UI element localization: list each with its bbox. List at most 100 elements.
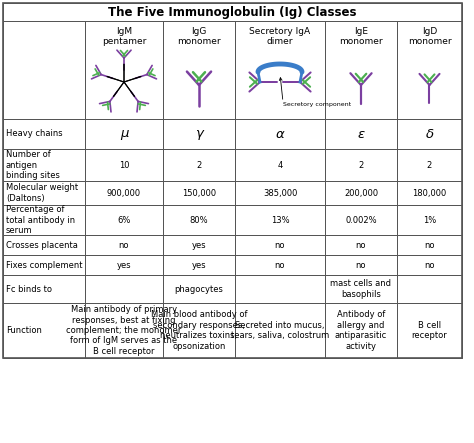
Bar <box>163 149 235 181</box>
Bar <box>85 119 163 149</box>
Text: Antibody of
allergy and
antiparasitic
activity: Antibody of allergy and antiparasitic ac… <box>335 311 387 350</box>
Bar <box>235 181 325 205</box>
Text: ε: ε <box>357 128 365 140</box>
Text: 385,000: 385,000 <box>263 189 297 198</box>
Bar <box>3 303 85 358</box>
Bar <box>235 205 325 235</box>
Text: IgE
monomer: IgE monomer <box>339 27 383 47</box>
Text: 150,000: 150,000 <box>182 189 216 198</box>
Text: B cell
receptor: B cell receptor <box>411 321 447 340</box>
Text: Number of
antigen
binding sites: Number of antigen binding sites <box>6 150 60 180</box>
Bar <box>397 205 462 235</box>
Bar <box>85 205 163 235</box>
Bar <box>3 235 85 255</box>
Text: no: no <box>275 241 285 249</box>
Bar <box>325 181 397 205</box>
Text: no: no <box>424 241 435 249</box>
Text: 10: 10 <box>119 160 129 170</box>
Bar <box>163 235 235 255</box>
Bar <box>235 275 325 303</box>
Bar <box>397 21 462 119</box>
Bar <box>3 255 85 275</box>
Text: 4: 4 <box>277 160 283 170</box>
Text: Main antibody of primary
responses, best at fixing
complement; the monomer
form : Main antibody of primary responses, best… <box>66 305 182 356</box>
Text: no: no <box>356 241 366 249</box>
Bar <box>3 3 462 21</box>
Bar <box>235 255 325 275</box>
Bar <box>85 275 163 303</box>
Text: Molecular weight
(Daltons): Molecular weight (Daltons) <box>6 183 78 203</box>
Bar <box>397 235 462 255</box>
Bar <box>163 275 235 303</box>
Text: yes: yes <box>191 241 206 249</box>
Text: Heavy chains: Heavy chains <box>6 129 63 139</box>
Text: no: no <box>119 241 129 249</box>
Text: phagocytes: phagocytes <box>174 284 223 294</box>
Bar <box>235 303 325 358</box>
Text: yes: yes <box>191 260 206 269</box>
Bar <box>325 275 397 303</box>
Text: no: no <box>424 260 435 269</box>
Text: no: no <box>356 260 366 269</box>
Bar <box>325 119 397 149</box>
Bar <box>85 181 163 205</box>
Text: IgG
monomer: IgG monomer <box>177 27 221 47</box>
Text: Secretory component: Secretory component <box>283 102 351 107</box>
Text: 1%: 1% <box>423 215 436 225</box>
Text: Main blood antibody of
secondary responses,
neutralizes toxins,
opsonization: Main blood antibody of secondary respons… <box>151 311 247 350</box>
Bar <box>85 235 163 255</box>
Text: Crosses placenta: Crosses placenta <box>6 241 78 249</box>
Text: mast cells and
basophils: mast cells and basophils <box>330 279 392 299</box>
Bar <box>3 205 85 235</box>
Bar <box>3 149 85 181</box>
Bar <box>397 149 462 181</box>
Bar <box>397 181 462 205</box>
Text: γ: γ <box>195 128 203 140</box>
Bar <box>163 21 235 119</box>
Text: Fc binds to: Fc binds to <box>6 284 52 294</box>
Bar <box>3 275 85 303</box>
Text: 6%: 6% <box>117 215 131 225</box>
Bar <box>163 255 235 275</box>
Text: 0.002%: 0.002% <box>345 215 377 225</box>
Bar <box>3 21 85 119</box>
Text: 200,000: 200,000 <box>344 189 378 198</box>
Text: 900,000: 900,000 <box>107 189 141 198</box>
Bar <box>85 303 163 358</box>
Bar <box>397 303 462 358</box>
Bar <box>325 303 397 358</box>
Bar <box>85 149 163 181</box>
Text: Percentage of
total antibody in
serum: Percentage of total antibody in serum <box>6 205 75 235</box>
Bar <box>325 255 397 275</box>
Text: 13%: 13% <box>271 215 289 225</box>
Text: yes: yes <box>117 260 131 269</box>
Text: μ: μ <box>120 128 128 140</box>
Bar <box>235 235 325 255</box>
Bar <box>3 119 85 149</box>
Bar <box>325 205 397 235</box>
Text: Fixes complement: Fixes complement <box>6 260 82 269</box>
Bar <box>325 235 397 255</box>
Bar <box>235 21 325 119</box>
Text: δ: δ <box>426 128 434 140</box>
Bar <box>397 275 462 303</box>
Bar <box>85 255 163 275</box>
Text: 2: 2 <box>358 160 364 170</box>
Text: 2: 2 <box>427 160 432 170</box>
Bar <box>163 303 235 358</box>
Text: 180,000: 180,000 <box>412 189 447 198</box>
Text: 2: 2 <box>196 160 201 170</box>
Bar <box>163 181 235 205</box>
Text: Secretory IgA
dimer: Secretory IgA dimer <box>249 27 310 47</box>
Text: Function: Function <box>6 326 42 335</box>
Bar <box>235 149 325 181</box>
Bar <box>235 119 325 149</box>
Text: 80%: 80% <box>190 215 208 225</box>
Text: IgM
pentamer: IgM pentamer <box>102 27 146 47</box>
Bar <box>163 119 235 149</box>
Bar <box>3 181 85 205</box>
Bar <box>3 3 462 358</box>
Bar <box>325 149 397 181</box>
Text: Secreted into mucus,
tears, saliva, colostrum: Secreted into mucus, tears, saliva, colo… <box>231 321 329 340</box>
Bar <box>325 21 397 119</box>
